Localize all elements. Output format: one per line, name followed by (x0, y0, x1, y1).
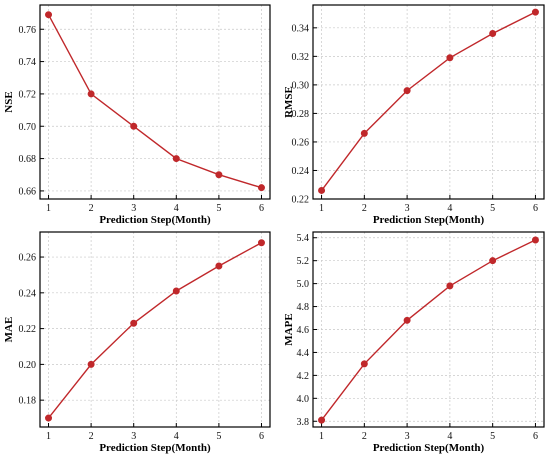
mae-ytick-label: 0.18 (19, 396, 37, 407)
rmse-xtick-label: 3 (405, 203, 410, 214)
mape-ytick-label: 5.4 (297, 233, 310, 244)
mape-xtick-label: 6 (533, 431, 538, 442)
mape-ytick-label: 4.6 (297, 325, 310, 336)
rmse-ytick-label: 0.32 (292, 52, 310, 63)
mape-ytick-label: 3.8 (297, 417, 310, 428)
mape-data-point (403, 316, 411, 324)
nse-ylabel: NSE (3, 91, 15, 112)
chart-rmse: 1 2 3 4 5 6 0.22 0.24 0.26 0.28 0.30 0.32 0.34 Predic… (283, 4, 545, 226)
mae-xtick-label: 1 (46, 431, 51, 442)
rmse-ytick-label: 0.30 (292, 80, 310, 91)
chart-mape: 1 2 3 4 5 6 3.8 4.0 4.2 4.4 4.6 4.8 5.0 5.2 5.4 Predict… (283, 231, 545, 454)
mape-xtick-label: 2 (362, 431, 367, 442)
mae-data-point (45, 414, 53, 422)
nse-ytick-label: 0.76 (19, 25, 37, 36)
rmse-data-point (531, 8, 539, 16)
mae-xtick-label: 3 (131, 431, 136, 442)
nse-data-point (45, 11, 53, 19)
rmse-frame (312, 4, 545, 200)
nse-data-point (130, 122, 138, 130)
mae-xtick-label: 6 (259, 431, 264, 442)
mae-ytick-label: 0.24 (19, 288, 37, 299)
mape-ytick-label: 5.0 (297, 279, 310, 290)
nse-data-point (257, 184, 265, 192)
rmse-data-point (318, 186, 326, 194)
mae-data-point (215, 262, 223, 270)
mae-xlabel: Prediction Step(Month) (99, 442, 211, 454)
nse-series-line (47, 14, 262, 189)
nse-data-point (172, 155, 180, 163)
nse-ytick-label: 0.72 (19, 89, 37, 100)
mape-data-point (318, 416, 326, 424)
rmse-xtick-label: 6 (533, 203, 538, 214)
nse-xlabel: Prediction Step(Month) (99, 214, 211, 226)
mae-data-point (257, 239, 265, 247)
mae-xtick-label: 5 (216, 431, 221, 442)
mape-ytick-label: 4.0 (297, 394, 310, 405)
nse-xtick-label: 2 (89, 203, 94, 214)
mae-ytick-label: 0.22 (19, 324, 37, 335)
rmse-ytick-label: 0.28 (292, 109, 310, 120)
rmse-data-point (489, 30, 497, 38)
nse-xtick-label: 5 (216, 203, 221, 214)
mae-data-point (130, 319, 138, 327)
rmse-xtick-label: 5 (490, 203, 495, 214)
rmse-xlabel: Prediction Step(Month) (373, 214, 485, 226)
mae-frame (39, 231, 271, 428)
nse-xtick-label: 6 (259, 203, 264, 214)
mape-data-point (489, 257, 497, 265)
mape-data-point (446, 282, 454, 290)
rmse-series-line (321, 11, 536, 191)
mape-ytick-label: 4.4 (297, 348, 310, 359)
mae-ytick-label: 0.20 (19, 360, 37, 371)
mape-ylabel: MAPE (283, 313, 295, 345)
rmse-ytick-label: 0.26 (292, 137, 310, 148)
mape-xtick-label: 3 (405, 431, 410, 442)
rmse-ytick-label: 0.34 (292, 23, 310, 34)
nse-data-point (87, 90, 95, 98)
mae-xtick-label: 4 (174, 431, 179, 442)
nse-frame (39, 4, 271, 200)
mape-data-point (360, 360, 368, 368)
mape-ytick-label: 5.2 (297, 256, 310, 267)
mape-series-line (321, 239, 536, 421)
nse-xtick-label: 4 (174, 203, 179, 214)
mae-ytick-label: 0.26 (19, 253, 37, 264)
mape-ytick-label: 4.2 (297, 371, 310, 382)
mape-xtick-label: 4 (447, 431, 452, 442)
mape-ytick-label: 4.8 (297, 302, 310, 313)
rmse-data-point (446, 54, 454, 62)
mae-series-line (47, 242, 262, 419)
nse-ytick-label: 0.66 (19, 186, 37, 197)
rmse-xtick-label: 1 (319, 203, 324, 214)
nse-ytick-label: 0.70 (19, 122, 37, 133)
nse-xtick-label: 3 (131, 203, 136, 214)
mape-xtick-label: 5 (490, 431, 495, 442)
chart-nse: 1 2 3 4 5 6 0.66 0.68 0.70 0.72 0.74 0.76 Prediction… (3, 4, 271, 226)
mae-data-point (172, 287, 180, 295)
rmse-ylabel: RMSE (283, 86, 295, 118)
nse-ytick-label: 0.74 (19, 57, 37, 68)
nse-data-point (215, 171, 223, 179)
mape-xtick-label: 1 (319, 431, 324, 442)
rmse-xtick-label: 2 (362, 203, 367, 214)
nse-ytick-label: 0.68 (19, 154, 37, 165)
mape-xlabel: Prediction Step(Month) (373, 442, 485, 454)
nse-xtick-label: 1 (46, 203, 51, 214)
chart-mae: 1 2 3 4 5 6 0.18 0.20 0.22 0.24 0.26 Prediction Ste… (3, 231, 271, 454)
mape-data-point (531, 236, 539, 244)
rmse-data-point (403, 87, 411, 95)
rmse-data-point (360, 129, 368, 137)
rmse-ytick-label: 0.22 (292, 195, 310, 206)
rmse-ytick-label: 0.24 (292, 166, 310, 177)
mae-xtick-label: 2 (89, 431, 94, 442)
mae-data-point (87, 360, 95, 368)
rmse-xtick-label: 4 (447, 203, 452, 214)
mae-ylabel: MAE (3, 317, 15, 343)
